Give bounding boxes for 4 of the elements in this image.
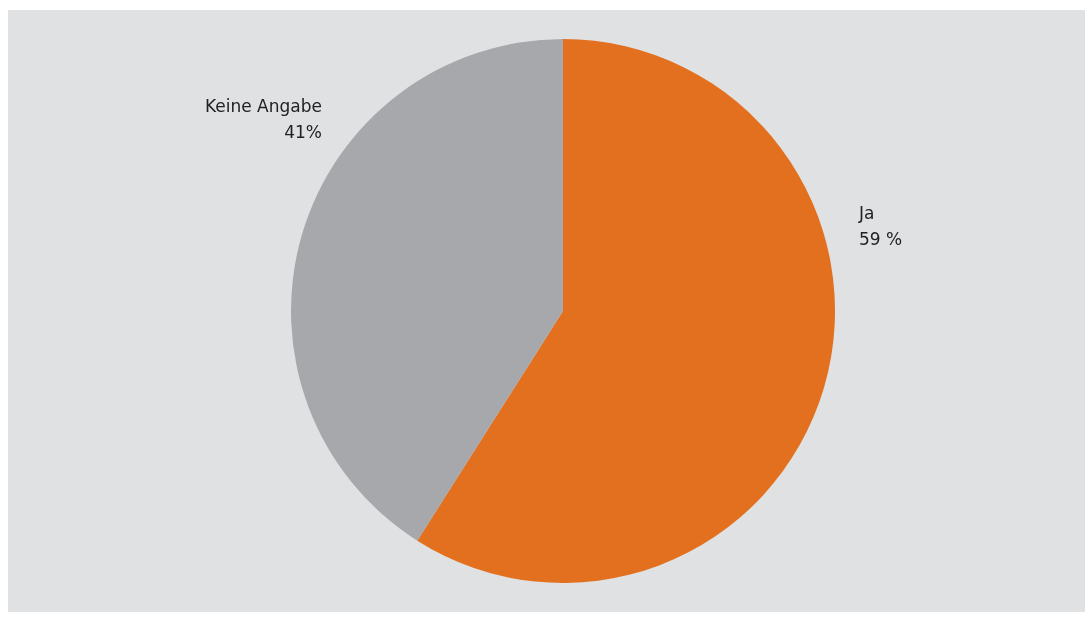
slice-label: Keine Angabe (204, 95, 322, 116)
data-label: 41% (284, 121, 322, 142)
slice-label: Ja (857, 203, 875, 224)
data-label: 59 % (858, 229, 903, 250)
